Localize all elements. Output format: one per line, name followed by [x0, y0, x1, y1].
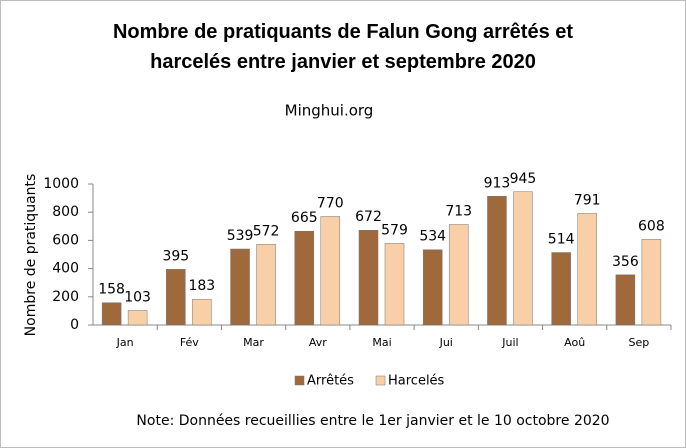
- y-tick-label: 600: [52, 232, 79, 248]
- bar: [422, 249, 443, 326]
- value-label: 608: [638, 218, 665, 234]
- bar: [448, 224, 469, 326]
- bar: [487, 196, 507, 326]
- value-label: 356: [612, 254, 639, 270]
- y-tick-label: 800: [52, 204, 79, 220]
- value-label: 534: [419, 229, 446, 245]
- x-tick-label: Jui: [439, 336, 453, 349]
- bar: [192, 298, 212, 326]
- bar: [513, 191, 533, 326]
- bar: [384, 243, 405, 326]
- bar: [615, 274, 636, 326]
- bar: [577, 213, 597, 326]
- bar: [294, 230, 315, 326]
- bar: [551, 252, 571, 326]
- value-label: 913: [484, 175, 511, 191]
- value-label: 514: [548, 232, 575, 248]
- y-tick-label: 0: [70, 317, 79, 333]
- value-label: 791: [574, 192, 601, 208]
- x-tick-label: Fév: [180, 336, 199, 349]
- value-label: 395: [162, 248, 189, 264]
- bar: [320, 216, 341, 326]
- x-tick-label: Avr: [309, 336, 327, 349]
- legend-label: Harcelés: [388, 374, 445, 389]
- value-label: 103: [124, 289, 151, 305]
- value-label: 665: [291, 210, 318, 226]
- chart-title: Nombre de pratiquants de Falun Gong arrê…: [112, 21, 574, 73]
- bar: [166, 269, 186, 326]
- bar: [641, 239, 662, 326]
- chart-subtitle: Minghui.org: [285, 102, 374, 120]
- y-tick-label: 400: [52, 261, 79, 277]
- x-tick-label: Mar: [243, 336, 264, 349]
- x-tick-label: Juil: [501, 336, 518, 349]
- legend-swatch: [375, 375, 386, 386]
- x-tick-label: Aoû: [564, 336, 585, 349]
- bar: [127, 310, 148, 326]
- value-label: 713: [445, 203, 472, 219]
- value-label: 539: [227, 228, 254, 244]
- bar: [230, 248, 250, 326]
- value-label: 945: [510, 171, 537, 187]
- bar: [256, 244, 276, 326]
- value-label: 579: [381, 222, 408, 238]
- x-tick-label: Jan: [116, 336, 134, 349]
- value-label: 183: [188, 278, 215, 294]
- bar: [358, 229, 379, 326]
- value-label: 158: [98, 282, 125, 298]
- x-tick-label: Sep: [629, 336, 650, 349]
- y-tick-label: 200: [52, 289, 79, 305]
- value-label: 572: [253, 223, 280, 239]
- note: Note: Données recueillies entre le 1er j…: [136, 413, 609, 429]
- y-tick-label: 1000: [43, 176, 79, 192]
- value-label: 770: [317, 195, 344, 211]
- legend-label: Arrêtés: [307, 374, 354, 389]
- y-axis-label: Nombre de pratiquants: [23, 174, 39, 337]
- value-label: 672: [355, 209, 382, 225]
- x-tick-label: Mai: [372, 336, 391, 349]
- bar: [101, 302, 122, 326]
- legend-swatch: [294, 375, 305, 386]
